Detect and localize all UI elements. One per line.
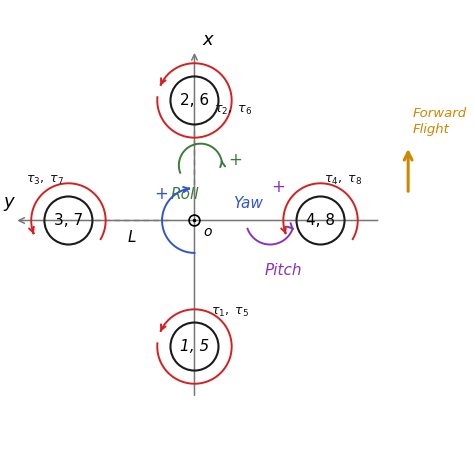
Text: $x$: $x$ <box>201 31 215 49</box>
Text: Roll: Roll <box>171 187 199 202</box>
Text: $y$: $y$ <box>3 195 16 213</box>
Text: Yaw: Yaw <box>233 196 263 211</box>
Text: $+$: $+$ <box>228 151 242 169</box>
Text: 4, 8: 4, 8 <box>306 213 335 228</box>
Text: $\tau_1,\ \tau_5$: $\tau_1,\ \tau_5$ <box>211 306 249 319</box>
Text: $\tau_4,\ \tau_8$: $\tau_4,\ \tau_8$ <box>324 174 363 187</box>
Text: Pitch: Pitch <box>264 262 301 278</box>
Text: Forward
Flight: Forward Flight <box>413 107 467 136</box>
Text: $+$: $+$ <box>272 178 285 196</box>
Text: $\tau_2,\ \tau_6$: $\tau_2,\ \tau_6$ <box>214 104 252 117</box>
Text: $\tau_3,\ \tau_7$: $\tau_3,\ \tau_7$ <box>27 174 65 187</box>
Text: 3, 7: 3, 7 <box>54 213 83 228</box>
Text: $o$: $o$ <box>203 225 213 239</box>
Text: 2, 6: 2, 6 <box>180 93 209 108</box>
Text: $+$: $+$ <box>154 185 168 203</box>
Text: $L$: $L$ <box>127 229 137 245</box>
Text: 1, 5: 1, 5 <box>180 339 209 354</box>
